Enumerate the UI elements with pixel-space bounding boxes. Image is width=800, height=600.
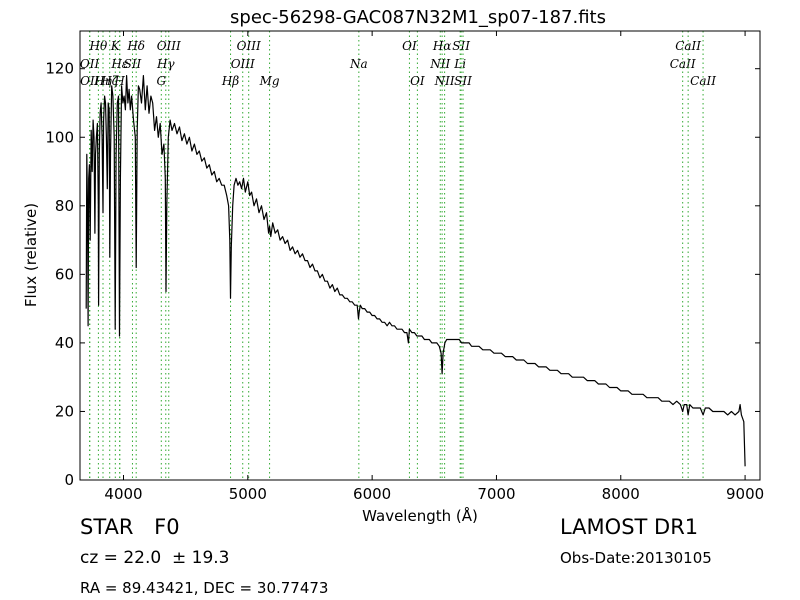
x-tick-label: 8000 <box>602 485 640 503</box>
spectral-line-label: Hβ <box>221 74 239 88</box>
y-tick-label: 60 <box>55 265 74 283</box>
x-tick-label: 9000 <box>726 485 764 503</box>
spectral-line-label: SII <box>452 39 470 53</box>
spectral-line-label: Mg <box>259 74 280 88</box>
coordinates-text: RA = 89.43421, DEC = 30.77473 <box>80 579 329 597</box>
object-class-label: STAR F0 <box>80 515 180 539</box>
spectral-line-label: SII <box>124 57 142 71</box>
y-tick-label: 120 <box>45 60 74 78</box>
y-tick-label: 0 <box>64 471 74 489</box>
spectral-line-label: SII <box>454 74 472 88</box>
spectral-line-label: NII <box>434 74 455 88</box>
spectral-line-label: Hγ <box>156 57 175 71</box>
y-tick-label: 100 <box>45 128 74 146</box>
object-subclass: F0 <box>154 515 180 539</box>
spectral-line-label: OIII <box>157 39 181 53</box>
spectral-lines-layer: OIIOIIHθHηHζKHHεSIIHδGHγOIIIHβOIIIOIIIMg… <box>80 31 716 480</box>
spectral-line-label: Hθ <box>89 39 108 53</box>
y-tick-label: 80 <box>55 197 74 215</box>
spectral-line-label: G <box>157 74 167 88</box>
spectrum-line <box>85 75 746 467</box>
redshift-text: cz = 22.0 ± 19.3 <box>80 548 230 568</box>
spectral-line-label: Hδ <box>126 39 145 53</box>
spectral-line-label: Hη <box>93 74 112 88</box>
x-tick-label: 4000 <box>104 485 142 503</box>
spectral-line-label: Li <box>453 57 466 71</box>
y-axis-label: Flux (relative) <box>22 203 40 307</box>
spectral-line-label: CaII <box>675 39 701 53</box>
data-release-label: LAMOST DR1 <box>560 515 699 539</box>
spectral-line-label: OI <box>410 74 425 88</box>
object-class: STAR <box>80 515 134 539</box>
spectral-line-label: OII <box>80 74 100 88</box>
y-tick-label: 40 <box>55 334 74 352</box>
x-axis-label: Wavelength (Å) <box>362 506 478 525</box>
spectral-line-label: NII <box>429 57 450 71</box>
spectral-line-label: OI <box>402 39 417 53</box>
x-tick-label: 5000 <box>229 485 267 503</box>
axes-layer: 4000 5000 6000 7000 8000 9000 0 20 40 60 80 100 120 <box>45 30 764 503</box>
x-tick-label: 7000 <box>477 485 515 503</box>
spectral-line-label: OIII <box>237 39 261 53</box>
y-tick-label: 20 <box>55 402 74 420</box>
spectral-line-label: CaII <box>690 74 716 88</box>
spectral-line-label: Hα <box>432 39 452 53</box>
x-tick-label: 6000 <box>353 485 391 503</box>
series-layer <box>85 75 746 467</box>
spectral-line-label: Na <box>349 57 368 71</box>
spectral-line-label: OIII <box>231 57 255 71</box>
chart-title: spec-56298-GAC087N32M1_sp07-187.fits <box>230 7 606 28</box>
plot-frame <box>79 30 761 481</box>
spectral-line-label: Hε <box>110 57 128 71</box>
spectral-line-label: CaII <box>670 57 696 71</box>
observation-date: Obs-Date:20130105 <box>560 549 712 567</box>
spectral-line-label: K <box>110 39 121 53</box>
